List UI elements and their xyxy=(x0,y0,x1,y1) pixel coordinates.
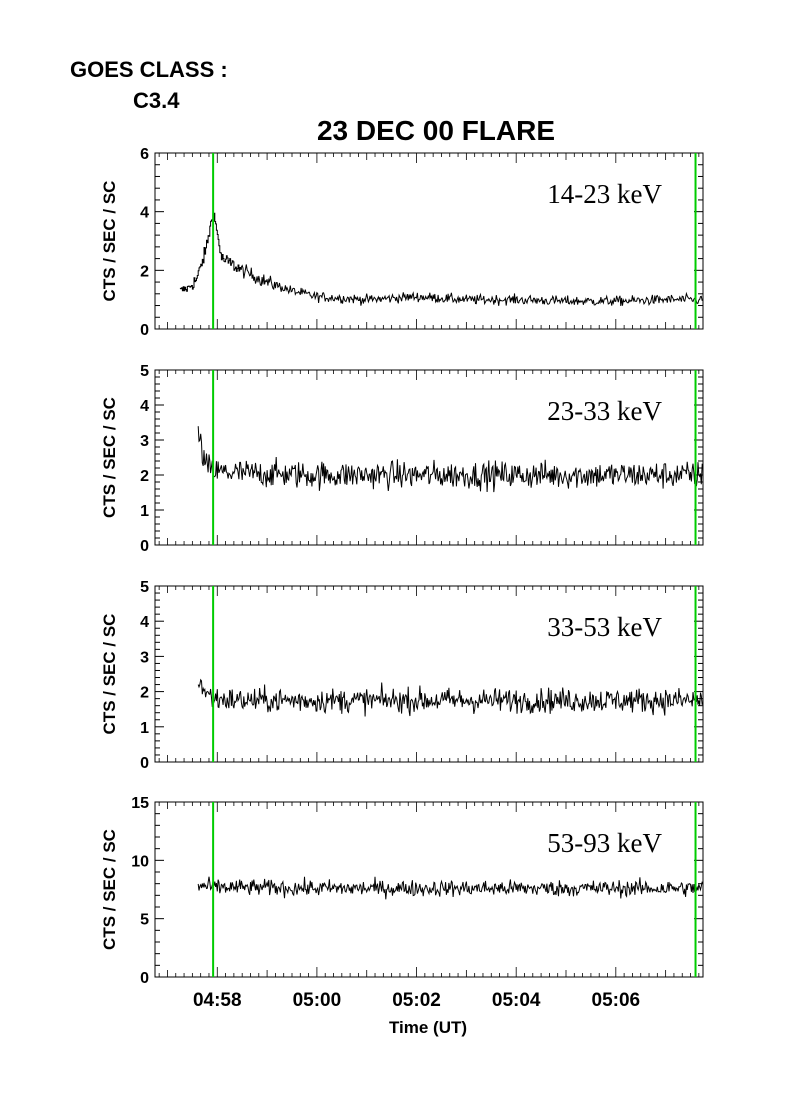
panel-4: 0 5 10 15 04:58 05:00 05:02 05:04 05:06 CTS / SEC… xyxy=(100,795,704,1011)
goes-class-label: GOES CLASS : xyxy=(70,57,228,82)
y-axis-label: CTS / SEC / SC xyxy=(100,614,119,735)
panel-1: 0 2 4 6 CTS / SEC / SC 14-23 keV xyxy=(100,146,704,339)
y-tick-label: 15 xyxy=(131,795,149,812)
y-axis-label: CTS / SEC / SC xyxy=(100,397,119,518)
y-tick-label: 10 xyxy=(131,853,149,870)
x-tick-label: 05:04 xyxy=(492,990,541,1011)
y-tick-label: 6 xyxy=(140,146,149,163)
y-tick-label: 5 xyxy=(140,363,149,380)
goes-class-value: C3.4 xyxy=(133,88,180,113)
energy-band-label: 53-93 keV xyxy=(547,828,662,858)
count-rate-trace xyxy=(179,212,703,307)
y-tick-label: 5 xyxy=(140,579,149,596)
y-tick-label: 2 xyxy=(140,685,149,702)
plot-frame xyxy=(154,801,704,978)
plot-frame xyxy=(154,369,704,546)
count-rate-trace xyxy=(197,426,703,493)
x-tick-label: 05:02 xyxy=(392,990,441,1011)
y-axis-label: CTS / SEC / SC xyxy=(100,181,119,302)
count-rate-trace xyxy=(197,876,703,900)
energy-band-label: 23-33 keV xyxy=(547,396,662,426)
count-rate-trace xyxy=(197,678,703,717)
y-tick-label: 0 xyxy=(140,755,149,772)
y-tick-label: 0 xyxy=(140,322,149,339)
y-tick-label: 0 xyxy=(140,970,149,987)
x-axis-label: Time (UT) xyxy=(389,1018,467,1037)
y-tick-label: 1 xyxy=(140,720,149,737)
energy-band-label: 14-23 keV xyxy=(547,179,662,209)
y-tick-label: 4 xyxy=(140,398,149,415)
chart-title: 23 DEC 00 FLARE xyxy=(317,115,555,146)
energy-band-label: 33-53 keV xyxy=(547,612,662,642)
panel-2: 0 1 2 3 4 5 CTS / SEC / SC 23-33 keV xyxy=(100,363,704,555)
y-tick-label: 4 xyxy=(140,614,149,631)
y-tick-label: 2 xyxy=(140,263,149,280)
y-tick-label: 2 xyxy=(140,468,149,485)
y-tick-label: 1 xyxy=(140,503,149,520)
y-tick-label: 3 xyxy=(140,649,149,666)
y-tick-label: 4 xyxy=(140,205,149,222)
x-tick-label: 05:06 xyxy=(592,990,641,1011)
y-tick-label: 0 xyxy=(140,538,149,555)
y-axis-label: CTS / SEC / SC xyxy=(100,829,119,950)
plot-frame xyxy=(154,152,704,330)
y-tick-label: 5 xyxy=(140,912,149,929)
x-tick-label: 05:00 xyxy=(293,990,342,1011)
y-tick-label: 3 xyxy=(140,433,149,450)
x-tick-label: 04:58 xyxy=(193,990,242,1011)
panel-3: 0 1 2 3 4 5 CTS / SEC / SC 33-53 keV xyxy=(100,579,704,772)
panels: 0 2 4 6 CTS / SEC / SC 14-23 keV 0 1 2 3 4 5 CTS / S… xyxy=(100,146,704,1011)
plot-frame xyxy=(154,585,704,763)
